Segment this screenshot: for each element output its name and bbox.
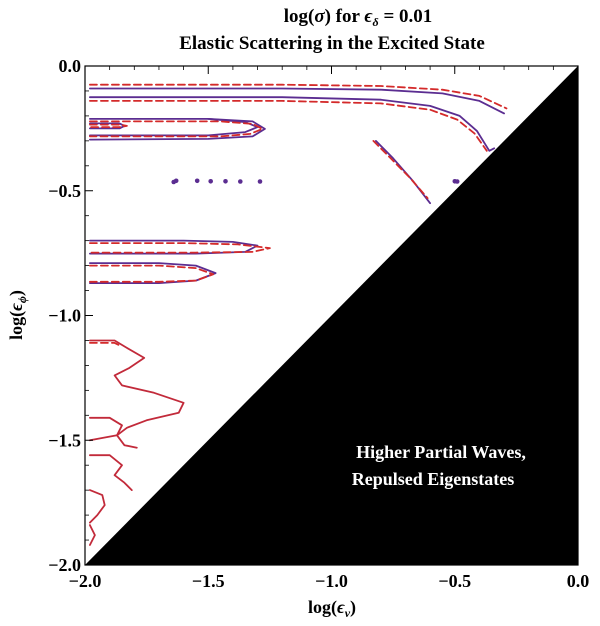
contour-dot <box>257 179 263 184</box>
contour-line <box>89 339 185 449</box>
contour-line <box>89 262 217 285</box>
contour-line <box>89 242 271 254</box>
contour-dot <box>454 179 460 184</box>
contour-line <box>89 264 215 283</box>
contour-line <box>89 100 488 152</box>
contour-line <box>89 489 106 524</box>
plot-area <box>85 66 578 565</box>
excluded-region <box>85 66 578 565</box>
chart-title: log(σ) for ϵδ = 0.01 <box>284 6 433 29</box>
contour-line <box>89 524 96 546</box>
excluded-region-label-line1: Higher Partial Waves, <box>356 442 526 462</box>
x-axis-label: log(ϵν) <box>308 597 356 620</box>
contour-line <box>372 139 429 200</box>
x-tick-label: −1.5 <box>192 571 225 591</box>
x-tick-label: 0.0 <box>567 571 590 591</box>
y-tick-label: −1.5 <box>48 430 81 450</box>
contour-dot <box>223 179 228 184</box>
y-tick-label: 0.0 <box>59 56 82 76</box>
chart-subtitle: Elastic Scattering in the Excited State <box>179 33 485 54</box>
contour-line <box>89 123 128 128</box>
y-tick-label: −0.5 <box>48 181 81 201</box>
contour-line <box>89 87 506 115</box>
contour-line <box>89 454 133 492</box>
y-axis-label: log(ϵϕ) <box>6 290 29 340</box>
x-tick-label: −1.0 <box>315 571 348 591</box>
contour-line <box>89 96 496 152</box>
y-tick-label: −2.0 <box>48 555 81 575</box>
excluded-region-label-line2: Repulsed Eigenstates <box>352 469 515 489</box>
contour-line <box>89 120 264 138</box>
contour-line <box>89 83 508 110</box>
x-tick-label: −0.5 <box>438 571 471 591</box>
contour-line <box>374 139 432 205</box>
contour-dot <box>173 178 179 184</box>
contour-line <box>89 118 266 141</box>
x-tick-label: −2.0 <box>69 571 102 591</box>
contour-dot <box>194 178 200 184</box>
axes: −2.0 −1.5 −1.0 −0.5 0.0 0.0 −0.5 −1.0 −1.5 −2.0 <box>48 56 589 591</box>
contour-dot <box>208 179 213 184</box>
contour-line <box>89 239 259 255</box>
contour-line <box>89 341 121 347</box>
contour-line <box>89 416 123 442</box>
y-tick-label: −1.0 <box>48 306 81 326</box>
contour-dot <box>238 179 243 184</box>
